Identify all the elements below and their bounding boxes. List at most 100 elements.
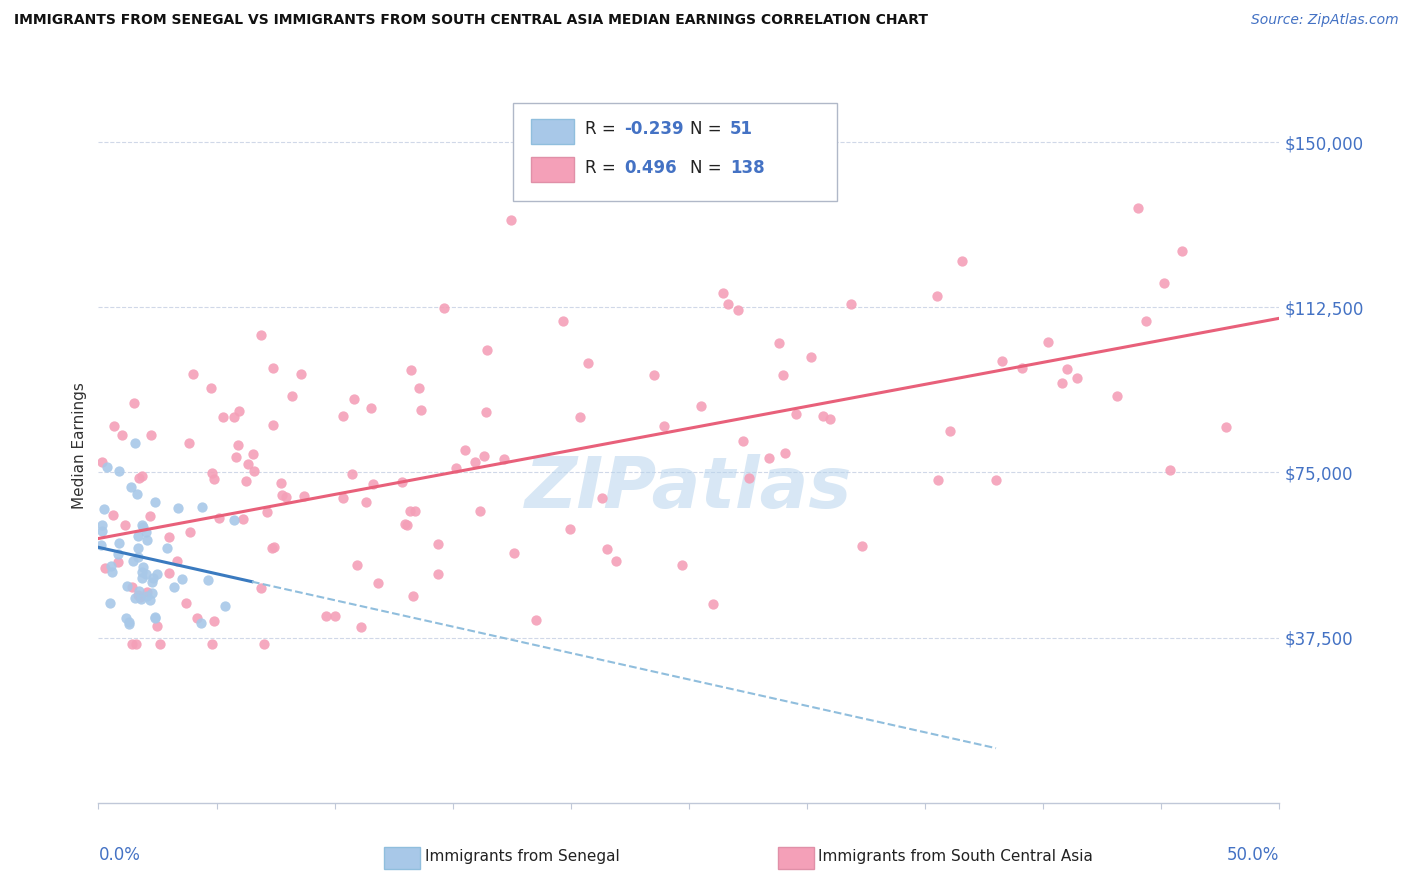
Text: 0.0%: 0.0%: [98, 846, 141, 863]
Point: [208, 511, 231, 525]
Point: [128, 584, 150, 599]
Point: [101, 565, 124, 579]
Point: [129, 590, 152, 604]
Point: [354, 494, 377, 508]
Point: [124, 436, 146, 450]
Point: [427, 537, 450, 551]
Point: [93, 501, 115, 516]
Point: [135, 567, 157, 582]
Point: [146, 619, 169, 633]
Text: 138: 138: [730, 159, 765, 177]
Point: [475, 343, 498, 358]
Point: [250, 581, 273, 595]
Point: [775, 446, 797, 460]
Point: [768, 335, 790, 350]
Point: [228, 438, 250, 452]
Point: [702, 597, 724, 611]
Point: [114, 518, 136, 533]
Point: [270, 475, 292, 490]
Point: [179, 524, 201, 539]
Point: [717, 297, 740, 311]
Point: [107, 555, 129, 569]
Point: [101, 508, 124, 522]
Point: [402, 589, 425, 603]
Point: [262, 361, 284, 376]
Point: [472, 449, 495, 463]
Point: [800, 351, 823, 365]
Point: [492, 452, 515, 467]
Point: [591, 491, 613, 506]
Point: [91, 455, 114, 469]
Point: [136, 533, 159, 548]
Point: [524, 613, 547, 627]
Point: [1066, 371, 1088, 385]
Point: [361, 476, 384, 491]
Point: [360, 401, 382, 416]
Point: [127, 549, 149, 564]
Point: [315, 609, 337, 624]
Point: [132, 520, 155, 534]
Point: [232, 511, 254, 525]
Point: [346, 558, 368, 572]
Text: N =: N =: [690, 159, 727, 177]
Point: [166, 554, 188, 568]
Point: [91, 518, 114, 533]
Point: [201, 637, 224, 651]
Point: [103, 418, 125, 433]
Point: [758, 451, 780, 466]
Point: [118, 615, 141, 629]
Point: [818, 412, 841, 426]
Point: [128, 471, 150, 485]
Point: [139, 428, 162, 442]
Point: [108, 536, 131, 550]
Point: [155, 541, 177, 555]
Point: [671, 558, 693, 573]
Point: [1011, 361, 1033, 376]
Point: [713, 285, 735, 300]
Point: [212, 409, 235, 424]
Point: [643, 368, 665, 383]
Point: [118, 617, 141, 632]
Point: [576, 356, 599, 370]
Point: [145, 610, 167, 624]
Point: [107, 464, 129, 478]
Text: Source: ZipAtlas.com: Source: ZipAtlas.com: [1251, 13, 1399, 28]
Point: [343, 392, 366, 406]
Point: [404, 503, 426, 517]
Point: [93, 561, 115, 575]
Point: [553, 314, 575, 328]
Text: R =: R =: [585, 159, 621, 177]
Point: [464, 455, 486, 469]
Point: [141, 574, 163, 589]
Point: [256, 505, 278, 519]
Point: [131, 591, 153, 606]
Point: [179, 435, 201, 450]
Point: [235, 475, 257, 489]
Point: [939, 425, 962, 439]
Point: [124, 591, 146, 606]
Point: [432, 301, 454, 316]
Text: -0.239: -0.239: [624, 120, 683, 138]
Point: [139, 509, 162, 524]
Point: [157, 566, 180, 581]
Point: [340, 467, 363, 482]
Point: [183, 367, 205, 381]
Point: [738, 471, 761, 485]
Point: [100, 559, 122, 574]
Point: [127, 487, 149, 501]
Point: [167, 500, 190, 515]
Point: [157, 530, 180, 544]
Point: [605, 554, 627, 568]
Point: [114, 611, 136, 625]
Point: [475, 405, 498, 419]
Point: [350, 620, 373, 634]
Point: [398, 504, 420, 518]
Point: [91, 524, 114, 538]
Point: [141, 586, 163, 600]
Point: [190, 616, 212, 631]
Y-axis label: Median Earnings: Median Earnings: [72, 383, 87, 509]
Point: [127, 541, 149, 555]
Point: [851, 539, 873, 553]
Point: [399, 363, 422, 377]
Point: [785, 407, 807, 421]
